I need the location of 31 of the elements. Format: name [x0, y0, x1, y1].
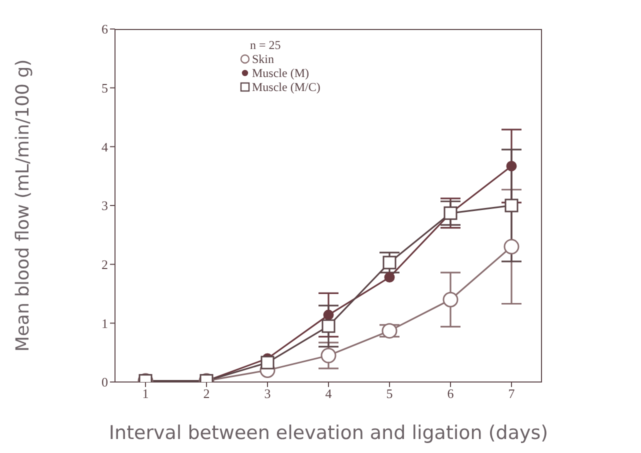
x-tick-label: 5 — [386, 386, 393, 402]
point — [322, 319, 336, 333]
x-tick-label: 6 — [447, 386, 454, 402]
legend-label: Muscle (M) — [252, 66, 309, 80]
x-tick-label: 2 — [203, 386, 210, 402]
x-tick-label: 3 — [264, 386, 271, 402]
legend-label: Skin — [252, 52, 274, 66]
point — [504, 238, 520, 254]
point — [506, 160, 517, 172]
point — [320, 348, 336, 364]
y-tick-label: 6 — [102, 22, 108, 37]
point — [382, 323, 398, 339]
x-tick-label: 4 — [325, 386, 332, 402]
x-axis-title: Interval between elevation and ligation (days) — [108, 422, 548, 444]
x-tick-label: 7 — [508, 386, 516, 402]
y-tick-label: 2 — [102, 256, 108, 272]
y-tick-label: 1 — [102, 316, 108, 331]
y-tick-label: 5 — [102, 80, 108, 96]
point — [384, 272, 395, 283]
x-tick-label: 1 — [142, 386, 149, 402]
point — [382, 256, 396, 270]
legend-title: n = 25 — [249, 38, 282, 52]
y-axis-title: Mean blood flow (mL/min/100 g) — [12, 59, 34, 352]
point — [442, 292, 458, 308]
legend-label: Muscle (M/C) — [252, 80, 320, 94]
y-tick-label: 3 — [102, 198, 108, 214]
y-tick-label: 0 — [102, 374, 108, 390]
point — [323, 310, 334, 320]
y-tick-label: 4 — [102, 139, 108, 154]
point — [260, 356, 274, 370]
point — [504, 198, 518, 212]
